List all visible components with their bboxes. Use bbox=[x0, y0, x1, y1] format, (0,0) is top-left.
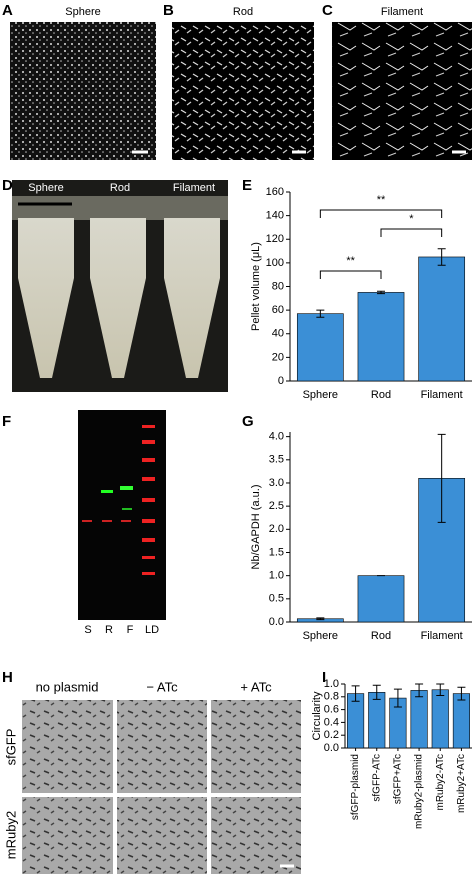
significance-label: * bbox=[409, 213, 414, 225]
x-tick-label: mRuby2+ATc bbox=[456, 754, 467, 813]
y-tick-label: 0.0 bbox=[324, 742, 339, 754]
y-tick-label: 160 bbox=[266, 186, 284, 198]
error-bar bbox=[351, 685, 360, 702]
error-bar bbox=[436, 683, 445, 697]
image-rod bbox=[172, 22, 314, 160]
significance-bracket bbox=[380, 228, 443, 237]
significance-bracket bbox=[319, 270, 382, 279]
panel-label: B bbox=[163, 2, 174, 19]
significance-label: ** bbox=[377, 194, 386, 206]
bar bbox=[452, 693, 470, 749]
x-tick-label: mRuby2-ATc bbox=[435, 754, 446, 811]
column-label: − ATc bbox=[146, 679, 178, 694]
panel-label: G bbox=[242, 413, 254, 430]
y-tick-label: 1.5 bbox=[269, 546, 284, 558]
column-label: + ATc bbox=[240, 679, 272, 694]
image-title: Filament bbox=[381, 6, 423, 18]
x-tick-label: sfGFP-ATc bbox=[371, 754, 382, 802]
error-bar bbox=[437, 433, 446, 523]
error-bar bbox=[377, 290, 385, 295]
y-tick-label: 120 bbox=[266, 233, 284, 245]
error-bar bbox=[372, 684, 381, 700]
y-tick-label: 1.0 bbox=[324, 678, 339, 690]
y-tick-label: 0.0 bbox=[269, 616, 284, 628]
lane-label: LD bbox=[145, 624, 159, 636]
panel-label: E bbox=[242, 177, 252, 194]
y-tick-label: 0.2 bbox=[324, 729, 339, 741]
y-axis-label: Nb/GAPDH (a.u.) bbox=[250, 485, 262, 570]
bar bbox=[418, 256, 466, 382]
y-tick-label: 0.4 bbox=[324, 716, 339, 728]
y-tick-label: 1.0 bbox=[269, 570, 284, 582]
row-label: sfGFP bbox=[3, 729, 18, 766]
y-tick-label: 4.0 bbox=[269, 431, 284, 443]
micrographs bbox=[10, 22, 472, 160]
image-sphere bbox=[10, 22, 156, 160]
error-bar bbox=[437, 248, 446, 266]
error-bar bbox=[316, 309, 325, 318]
tube-label: Filament bbox=[173, 182, 215, 194]
y-tick-label: 2.5 bbox=[269, 500, 284, 512]
y-axis-label: Pellet volume (μL) bbox=[250, 242, 262, 331]
x-tick-label: Rod bbox=[371, 389, 391, 401]
image-title: Rod bbox=[233, 6, 253, 18]
y-axis-label: Circularity bbox=[311, 691, 323, 740]
bar bbox=[296, 313, 344, 382]
row-label: mRuby2 bbox=[3, 811, 18, 859]
column-label: no plasmid bbox=[36, 679, 99, 694]
x-tick-label: sfGFP+ATc bbox=[393, 754, 404, 804]
panel-label: I bbox=[322, 669, 326, 686]
bar bbox=[410, 690, 428, 749]
panel-label: F bbox=[2, 413, 11, 430]
x-tick-label: Filament bbox=[421, 389, 463, 401]
gel bbox=[78, 410, 166, 620]
y-tick-label: 0.6 bbox=[324, 704, 339, 716]
error-bar bbox=[316, 617, 325, 621]
error-bar bbox=[457, 686, 466, 701]
lane-label: R bbox=[105, 624, 113, 636]
y-tick-label: 140 bbox=[266, 210, 284, 222]
x-tick-label: mRuby2-plasmid bbox=[414, 754, 425, 829]
x-tick-label: Rod bbox=[371, 630, 391, 642]
y-tick-label: 0.8 bbox=[324, 691, 339, 703]
tube-label: Sphere bbox=[28, 182, 63, 194]
error-bar bbox=[415, 683, 424, 698]
panel-label: A bbox=[2, 2, 13, 19]
image-filament bbox=[332, 22, 472, 160]
y-tick-label: 0.5 bbox=[269, 593, 284, 605]
bar bbox=[357, 575, 405, 623]
x-tick-label: Sphere bbox=[303, 630, 338, 642]
y-tick-label: 80 bbox=[272, 280, 284, 292]
y-tick-label: 40 bbox=[272, 328, 284, 340]
panel-label: H bbox=[2, 669, 13, 686]
y-tick-label: 20 bbox=[272, 351, 284, 363]
tube-label: Rod bbox=[110, 182, 130, 194]
y-tick-label: 100 bbox=[266, 257, 284, 269]
tube-photo bbox=[12, 180, 228, 392]
x-tick-label: Sphere bbox=[303, 389, 338, 401]
x-tick-label: Filament bbox=[421, 630, 463, 642]
panel-label: D bbox=[2, 177, 13, 194]
panel-label: C bbox=[322, 2, 333, 19]
lane-label: F bbox=[127, 624, 134, 636]
y-tick-label: 0 bbox=[278, 375, 284, 387]
bar bbox=[357, 292, 405, 382]
bar bbox=[368, 692, 386, 749]
lane-label: S bbox=[84, 624, 91, 636]
x-tick-label: sfGFP-plasmid bbox=[350, 754, 361, 820]
significance-bracket bbox=[319, 209, 443, 218]
y-tick-label: 3.0 bbox=[269, 477, 284, 489]
bar bbox=[431, 689, 449, 749]
error-bar bbox=[393, 688, 402, 708]
y-tick-label: 2.0 bbox=[269, 523, 284, 535]
phase-images bbox=[22, 700, 301, 874]
y-tick-label: 60 bbox=[272, 304, 284, 316]
y-tick-label: 3.5 bbox=[269, 454, 284, 466]
image-title: Sphere bbox=[65, 6, 100, 18]
significance-label: ** bbox=[346, 255, 355, 267]
